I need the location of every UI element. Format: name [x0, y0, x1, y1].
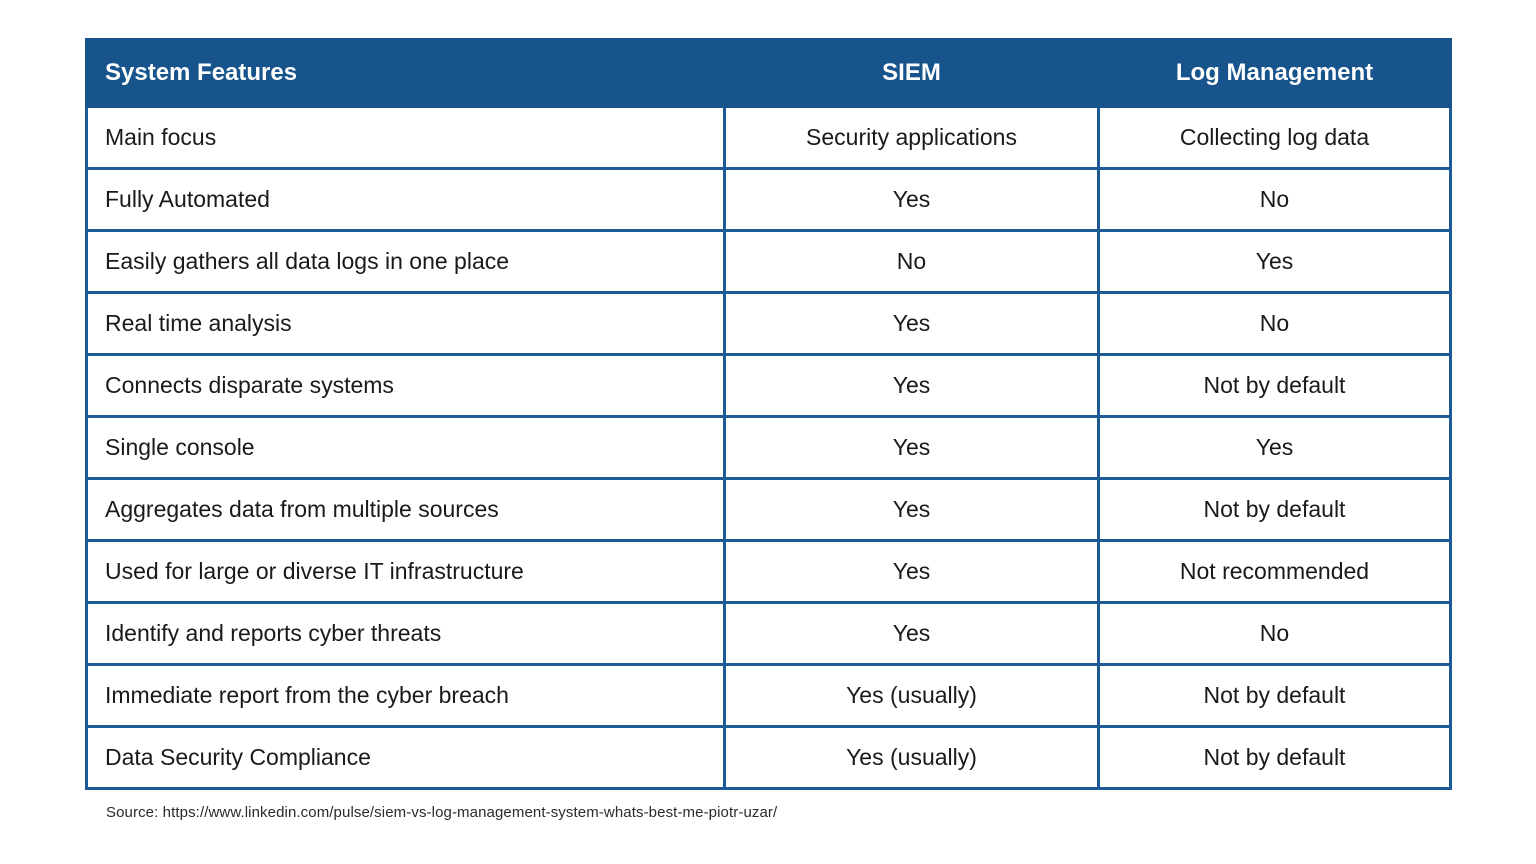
comparison-table-container: System Features SIEM Log Management Main…	[85, 38, 1452, 790]
log-management-value-cell: No	[1097, 291, 1452, 356]
table-header-row: System Features SIEM Log Management	[85, 38, 1452, 108]
feature-cell: Used for large or diverse IT infrastruct…	[85, 539, 726, 604]
table-row: Real time analysis Yes No	[85, 291, 1452, 356]
log-management-value-cell: Not recommended	[1097, 539, 1452, 604]
feature-cell: Immediate report from the cyber breach	[85, 663, 726, 728]
table-row: Easily gathers all data logs in one plac…	[85, 229, 1452, 294]
siem-value-cell: Yes	[723, 415, 1100, 480]
log-management-value-cell: Not by default	[1097, 663, 1452, 728]
feature-cell: Main focus	[85, 105, 726, 170]
siem-value-cell: Yes	[723, 167, 1100, 232]
siem-value-cell: Yes	[723, 353, 1100, 418]
log-management-value-cell: No	[1097, 167, 1452, 232]
feature-cell: Identify and reports cyber threats	[85, 601, 726, 666]
feature-cell: Data Security Compliance	[85, 725, 726, 790]
feature-cell: Connects disparate systems	[85, 353, 726, 418]
table-row: Immediate report from the cyber breach Ye…	[85, 663, 1452, 728]
siem-value-cell: Yes	[723, 291, 1100, 356]
siem-value-cell: Yes	[723, 539, 1100, 604]
log-management-value-cell: Collecting log data	[1097, 105, 1452, 170]
table-row: Data Security Compliance Yes (usually) Not…	[85, 725, 1452, 790]
siem-value-cell: No	[723, 229, 1100, 294]
log-management-value-cell: Not by default	[1097, 477, 1452, 542]
table-row: Connects disparate systems Yes Not by defa…	[85, 353, 1452, 418]
log-management-value-cell: Not by default	[1097, 725, 1452, 790]
siem-vs-log-management-table: System Features SIEM Log Management Main…	[85, 38, 1452, 790]
siem-value-cell: Yes (usually)	[723, 663, 1100, 728]
table-row: Fully Automated Yes No	[85, 167, 1452, 232]
source-attribution: Source: https://www.linkedin.com/pulse/s…	[106, 804, 778, 821]
feature-cell: Easily gathers all data logs in one plac…	[85, 229, 726, 294]
table-body: Main focus Security applications Collectin…	[85, 105, 1452, 790]
siem-value-cell: Yes	[723, 477, 1100, 542]
table-row: Aggregates data from multiple sources Yes…	[85, 477, 1452, 542]
siem-value-cell: Security applications	[723, 105, 1100, 170]
table-row: Single console Yes Yes	[85, 415, 1452, 480]
table-row: Main focus Security applications Collectin…	[85, 105, 1452, 170]
column-header-siem: SIEM	[723, 38, 1100, 108]
feature-cell: Fully Automated	[85, 167, 726, 232]
feature-cell: Real time analysis	[85, 291, 726, 356]
table-row: Used for large or diverse IT infrastruct…	[85, 539, 1452, 604]
feature-cell: Aggregates data from multiple sources	[85, 477, 726, 542]
log-management-value-cell: Yes	[1097, 229, 1452, 294]
column-header-system-features: System Features	[85, 38, 726, 108]
column-header-log-management: Log Management	[1097, 38, 1452, 108]
log-management-value-cell: Not by default	[1097, 353, 1452, 418]
siem-value-cell: Yes	[723, 601, 1100, 666]
table-row: Identify and reports cyber threats Yes No	[85, 601, 1452, 666]
feature-cell: Single console	[85, 415, 726, 480]
log-management-value-cell: Yes	[1097, 415, 1452, 480]
log-management-value-cell: No	[1097, 601, 1452, 666]
siem-value-cell: Yes (usually)	[723, 725, 1100, 790]
